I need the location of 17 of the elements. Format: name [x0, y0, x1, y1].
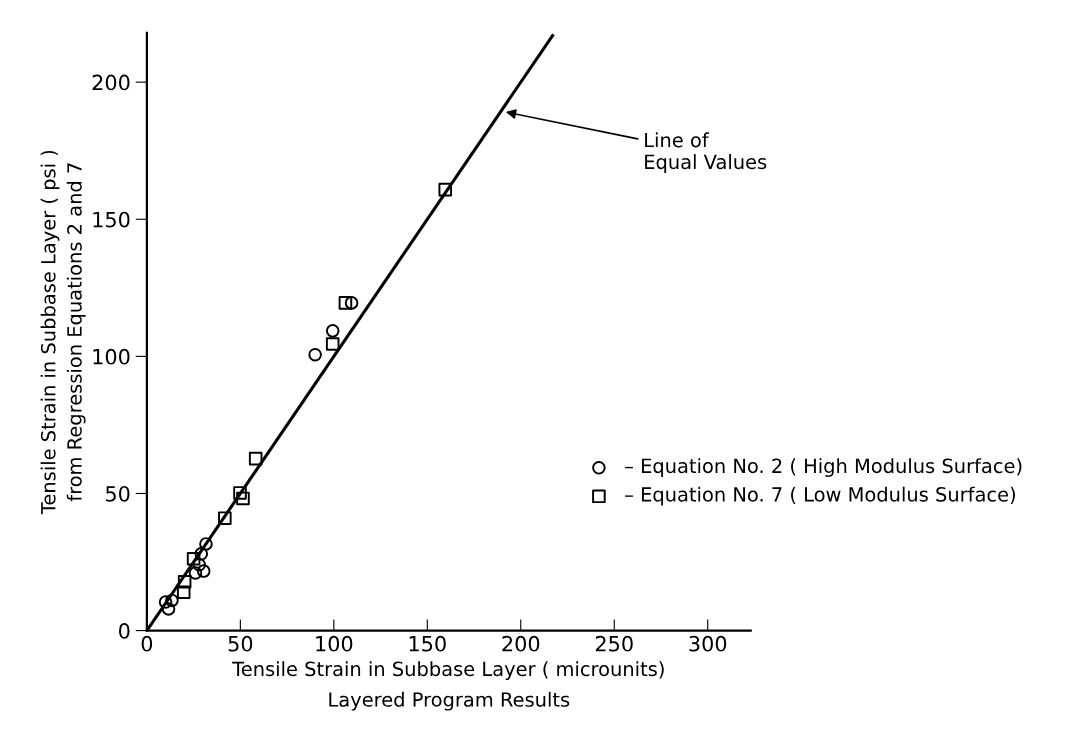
x-axis-title: Tensile Strain in Subbase Layer ( microunits) Layered Program Results — [232, 661, 664, 711]
y-tick-label: 150 — [93, 211, 130, 228]
x-tick-label: 50 — [228, 635, 253, 652]
legend-label: – Equation No. 7 ( Low Modulus Surface) — [625, 486, 1015, 506]
y-tick-label: 50 — [106, 485, 130, 502]
y-tick-label: 100 — [93, 348, 130, 365]
x-tick-label: 250 — [595, 635, 633, 652]
x-tick-label: 150 — [409, 635, 446, 652]
y-axis-title: Tensile Strain in Subbase Layer ( psi ) from Regression Equations 2 and 7 — [40, 150, 86, 515]
x-tick-label: 200 — [502, 635, 540, 652]
y-tick-label: 0 — [119, 623, 130, 639]
x-tick-label: 300 — [689, 635, 727, 652]
y-tick-label: 200 — [92, 74, 130, 91]
legend-label: – Equation No. 2 ( High Modulus Surface) — [625, 458, 1022, 477]
x-tick-label: 0 — [141, 635, 153, 652]
annotation: Line of Equal Values — [645, 132, 767, 173]
x-tick-label: 100 — [316, 635, 353, 652]
